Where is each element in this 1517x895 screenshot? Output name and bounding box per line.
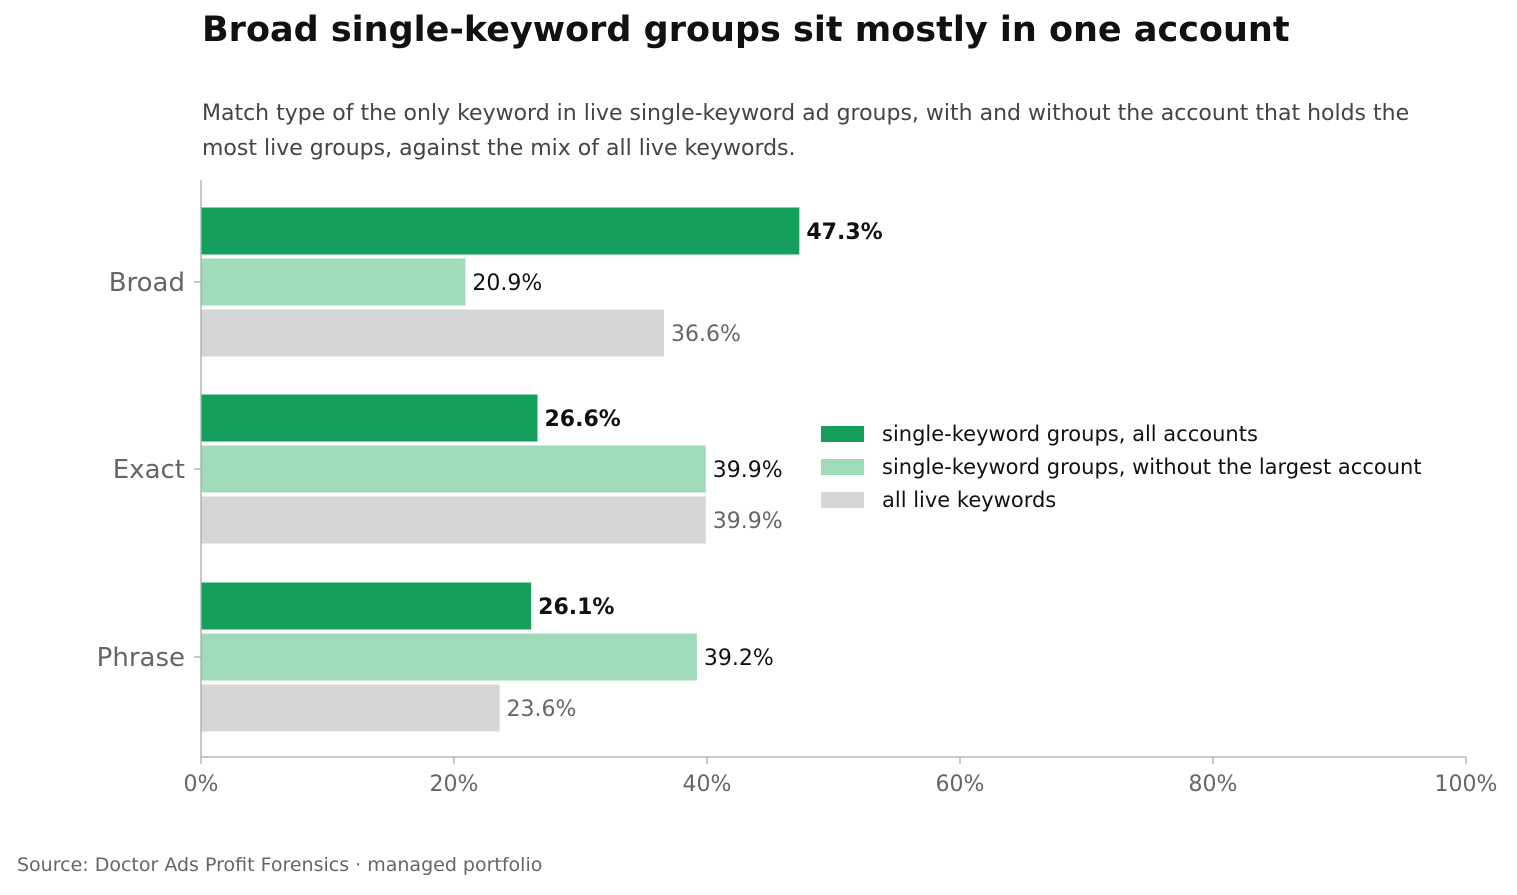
bar-broad-series-1 — [201, 207, 800, 255]
bar-broad-series-2 — [201, 258, 466, 306]
value-label-exact-series-1: 26.6% — [544, 407, 620, 432]
chart-subtitle: Match type of the only keyword in live s… — [202, 101, 1410, 161]
legend-swatch-series-2 — [821, 459, 864, 475]
value-label-exact-series-3: 39.9% — [713, 509, 783, 534]
bar-broad-series-3 — [201, 309, 664, 357]
legend: single-keyword groups, all accounts singl… — [821, 422, 1422, 512]
value-labels-layer: 47.3% 20.9% 36.6% 26.6% 39.9% 39.9% 26.1% 39.2%… — [472, 220, 882, 722]
bar-exact-series-2 — [201, 445, 706, 493]
legend-label-series-1: single-keyword groups, all accounts — [882, 422, 1258, 446]
value-label-phrase-series-3: 23.6% — [507, 697, 577, 722]
value-label-broad-series-1: 47.3% — [806, 220, 882, 245]
bars-layer — [201, 207, 800, 732]
source-note: Source: Doctor Ads Profit Forensics · ma… — [17, 854, 543, 876]
y-tick-label-phrase: Phrase — [97, 643, 185, 673]
value-label-exact-series-2: 39.9% — [713, 458, 783, 483]
value-label-broad-series-3: 36.6% — [671, 322, 741, 347]
x-tick-label-1: 20% — [430, 772, 479, 797]
bar-phrase-series-2 — [201, 633, 697, 681]
bar-exact-series-1 — [201, 394, 538, 442]
value-label-broad-series-2: 20.9% — [472, 271, 542, 296]
legend-swatch-series-3 — [821, 492, 864, 508]
legend-label-series-3: all live keywords — [882, 488, 1056, 512]
y-tick-label-exact: Exact — [113, 455, 185, 485]
x-axis: 0% 20% 40% 60% 80% 100% — [184, 756, 1498, 797]
legend-swatch-series-1 — [821, 426, 864, 442]
x-tick-label-0: 0% — [184, 772, 219, 797]
x-tick-label-3: 60% — [936, 772, 985, 797]
bar-exact-series-3 — [201, 496, 706, 544]
value-label-phrase-series-2: 39.2% — [704, 646, 774, 671]
x-tick-label-4: 80% — [1189, 772, 1238, 797]
value-label-phrase-series-1: 26.1% — [538, 595, 614, 620]
legend-label-series-2: single-keyword groups, without the large… — [882, 455, 1422, 479]
bar-chart: 47.3% 20.9% 36.6% 26.6% 39.9% 39.9% 26.1% 39.2%… — [97, 180, 1498, 797]
y-axis: Broad Exact Phrase — [97, 180, 202, 757]
bar-phrase-series-1 — [201, 582, 532, 630]
x-tick-label-5: 100% — [1435, 772, 1498, 797]
x-tick-label-2: 40% — [683, 772, 732, 797]
y-tick-label-broad: Broad — [109, 268, 185, 298]
bar-phrase-series-3 — [201, 684, 500, 732]
chart-title: Broad single-keyword groups sit mostly i… — [202, 10, 1290, 50]
